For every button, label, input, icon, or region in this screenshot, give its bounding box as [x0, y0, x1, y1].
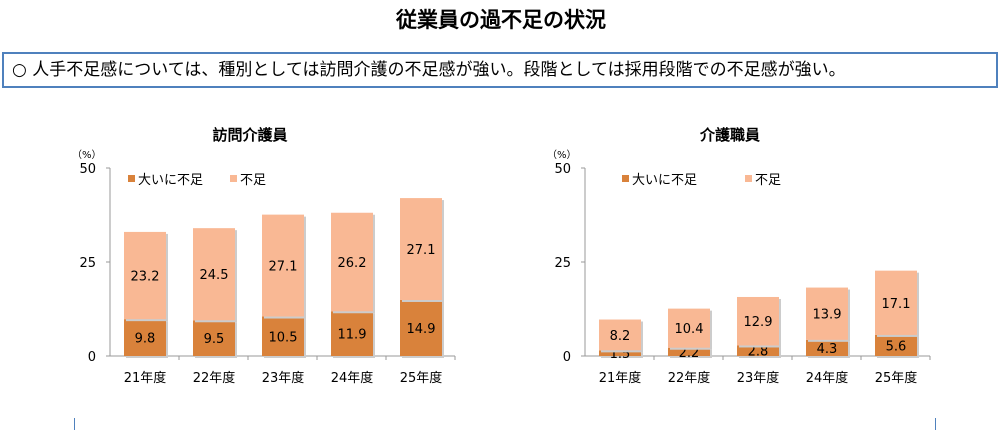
bar-segment — [737, 296, 779, 346]
unit-label: （%） — [72, 149, 102, 161]
chart-title: 介護職員 — [699, 126, 760, 144]
bar-segment — [599, 350, 641, 356]
data-label: 13.9 — [813, 308, 842, 323]
y-tick-label: 0 — [88, 350, 96, 365]
bar-segment — [331, 311, 373, 356]
bar-segment — [124, 231, 166, 320]
bar-segment — [875, 270, 917, 335]
data-label: 9.8 — [135, 332, 156, 347]
data-label: 26.2 — [338, 256, 367, 271]
data-label: 2.8 — [748, 345, 769, 360]
data-label: 17.1 — [882, 297, 911, 312]
data-label: 24.5 — [200, 268, 229, 283]
legend-swatch — [745, 175, 752, 182]
bar-segment — [599, 319, 641, 351]
bar-segment — [875, 334, 917, 356]
bar-segment — [668, 308, 710, 348]
bar-segment — [400, 198, 442, 300]
data-label: 5.6 — [886, 339, 907, 354]
x-tick-label: 21年度 — [124, 370, 167, 386]
bar-segment — [262, 316, 304, 356]
bar-segment — [262, 214, 304, 317]
divider — [74, 418, 75, 430]
page-title: 従業員の過不足の状況 — [396, 8, 606, 32]
x-tick-label: 23年度 — [262, 370, 305, 386]
data-label: 27.1 — [407, 243, 436, 258]
bar-segment — [806, 287, 848, 340]
x-tick-label: 24年度 — [806, 370, 849, 386]
data-label: 10.4 — [675, 322, 704, 337]
x-tick-label: 25年度 — [400, 370, 443, 386]
legend-swatch — [128, 175, 135, 182]
data-label: 27.1 — [269, 260, 298, 275]
bar-segment — [806, 339, 848, 356]
data-label: 9.5 — [204, 332, 225, 347]
y-tick-label: 0 — [563, 350, 571, 365]
divider — [935, 418, 936, 430]
data-label: 8.2 — [610, 329, 631, 344]
x-tick-label: 25年度 — [875, 370, 918, 386]
y-tick-label: 25 — [554, 256, 571, 271]
data-label: 14.9 — [407, 322, 436, 337]
y-tick-label: 50 — [79, 162, 96, 177]
bar-segment — [668, 347, 710, 356]
legend-swatch — [230, 175, 237, 182]
summary-box: ○ 人手不足感については、種別としては訪問介護の不足感が強い。段階としては採用段… — [2, 52, 998, 88]
y-tick-label: 50 — [554, 162, 571, 177]
legend-swatch — [622, 175, 629, 182]
bar-segment — [737, 345, 779, 356]
x-tick-label: 24年度 — [331, 370, 374, 386]
legend-label: 不足 — [240, 173, 266, 188]
bar-segment — [331, 212, 373, 312]
x-tick-label: 23年度 — [737, 370, 780, 386]
data-label: 23.2 — [131, 270, 160, 285]
bar-segment — [193, 320, 235, 356]
legend-label: 大いに不足 — [138, 173, 203, 188]
x-tick-label: 22年度 — [668, 370, 711, 386]
chart-title: 訪問介護員 — [212, 126, 287, 144]
unit-label: （%） — [547, 149, 577, 161]
legend-label: 大いに不足 — [632, 173, 697, 188]
data-label: 12.9 — [744, 315, 773, 330]
x-tick-label: 21年度 — [599, 370, 642, 386]
bar-segment — [124, 319, 166, 356]
y-tick-label: 25 — [79, 256, 96, 271]
data-label: 4.3 — [817, 342, 838, 357]
legend-label: 不足 — [755, 173, 781, 188]
data-label: 10.5 — [269, 330, 298, 345]
data-label: 11.9 — [338, 328, 367, 343]
bar-segment — [400, 299, 442, 356]
bar-segment — [193, 228, 235, 321]
x-tick-label: 22年度 — [193, 370, 236, 386]
